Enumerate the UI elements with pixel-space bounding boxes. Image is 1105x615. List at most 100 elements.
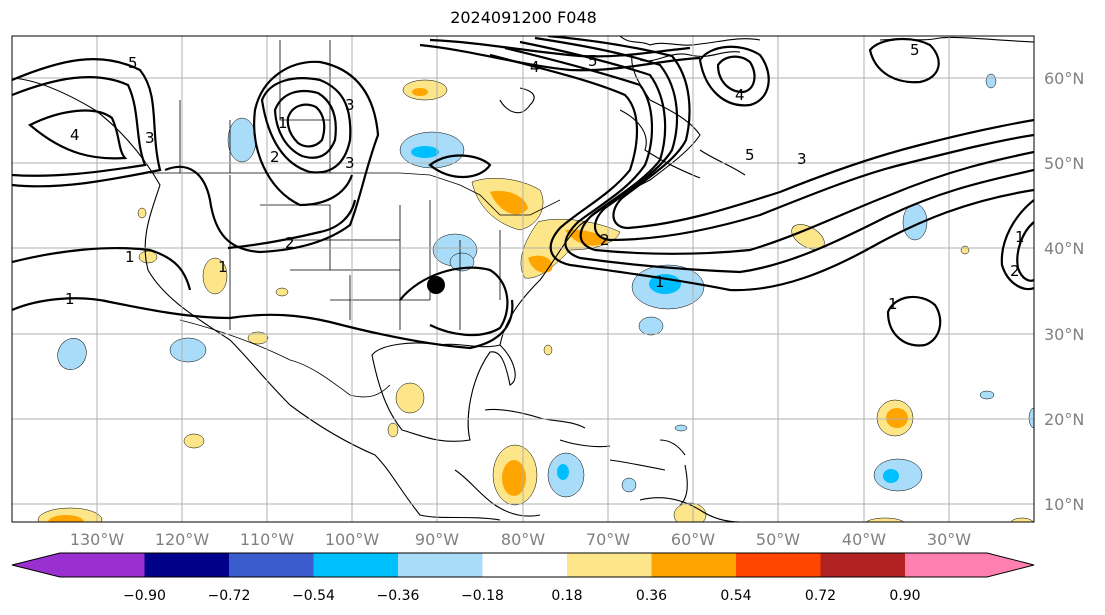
contour-label: 1: [125, 248, 135, 266]
lat-label: 50°N: [1044, 154, 1084, 173]
colorbar-segment: [229, 553, 314, 577]
lon-label: 120°W: [155, 530, 210, 549]
contour-line: [534, 36, 1034, 242]
colorbar-tick-label: 0.36: [636, 588, 667, 604]
shade-patch: [865, 517, 905, 522]
map-content: [12, 36, 1034, 522]
shade-patch: [985, 73, 997, 89]
colorbar-segment: [905, 553, 987, 577]
shade-patch: [57, 338, 87, 370]
shade-patch: [979, 390, 995, 400]
shade-patch: [621, 477, 637, 493]
central-america-coast: [454, 469, 541, 517]
colorbar-tick-label: 0.90: [889, 588, 920, 604]
shade-patch: [48, 515, 84, 522]
shade-patch: [502, 460, 526, 496]
lon-label: 40°W: [842, 530, 886, 549]
contour-line: [12, 76, 147, 177]
contour-line: [286, 103, 326, 148]
shade-patch: [883, 469, 899, 483]
south-america-coast: [639, 497, 741, 522]
us-mexico-border: [179, 319, 391, 398]
colorbar-outline: [11, 552, 1035, 578]
lon-label: 30°W: [927, 530, 971, 549]
contour-label: 5: [588, 52, 598, 70]
colorbar-tick-label: −0.18: [461, 588, 504, 604]
contour-label: 5: [910, 41, 920, 59]
shade-patch: [275, 287, 289, 297]
contour-label: 1: [218, 258, 228, 276]
contour-line: [547, 36, 1034, 230]
storm-center-marker: [427, 276, 445, 294]
shade-patch: [557, 464, 569, 480]
shade-patch: [183, 433, 205, 449]
contour-label: 4: [70, 126, 80, 144]
shade-patch: [886, 408, 908, 428]
coastlines: [12, 36, 1034, 522]
contour-line: [260, 77, 352, 174]
shade-patch: [960, 245, 970, 255]
contour-label: 4: [530, 58, 540, 76]
pacific-coast: [12, 77, 501, 521]
shade-patch: [138, 250, 158, 264]
colorbar-segment: [736, 553, 821, 577]
colorbar-tick-label: 0.18: [551, 588, 582, 604]
shade-patch: [543, 344, 553, 356]
political-borders: [150, 40, 561, 398]
contour-label: 3: [145, 129, 155, 147]
lat-label: 10°N: [1044, 495, 1084, 514]
contour-line: [164, 60, 380, 254]
contour-line: [1000, 199, 1034, 291]
shade-patch: [387, 422, 399, 438]
contour-label: 1: [65, 290, 75, 308]
shade-patch: [247, 331, 269, 345]
shade-patch: [412, 88, 428, 96]
shade-patch: [137, 207, 147, 219]
shade-patch: [490, 190, 528, 215]
latitude-labels: 60°N 50°N 40°N 30°N 20°N 10°N: [1044, 69, 1084, 514]
contour-line: [12, 58, 162, 188]
contour-label: 5: [128, 54, 138, 72]
contour-line: [868, 37, 940, 84]
lon-label: 110°W: [240, 530, 295, 549]
colorbar-segment: [313, 553, 398, 577]
contour-label: 4: [735, 86, 745, 104]
shade-patch: [565, 229, 608, 246]
contour-label: 3: [797, 150, 807, 168]
shade-patch: [1010, 517, 1034, 522]
hudson-bay-coast: [499, 87, 535, 114]
longitude-labels: 130°W 120°W 110°W 100°W 90°W 80°W 70°W 6…: [70, 530, 971, 549]
lon-label: 90°W: [415, 530, 459, 549]
colorbar-segment: [144, 553, 229, 577]
lon-label: 130°W: [70, 530, 125, 549]
lon-label: 50°W: [756, 530, 800, 549]
contour-line: [28, 109, 128, 160]
colorbar-segment: [398, 553, 483, 577]
contour-label: 1: [1015, 228, 1025, 246]
colorbar-segment: [820, 553, 905, 577]
contour-line: [489, 53, 1034, 292]
shade-patch: [638, 316, 664, 336]
state-borders: [229, 175, 501, 330]
contour-line: [273, 89, 337, 159]
colorbar-extend-low: [12, 553, 60, 577]
colorbar-extend-high: [987, 553, 1034, 577]
canada-province-borders: [179, 40, 331, 173]
contour-label: 1: [655, 273, 665, 291]
contour-label: 5: [745, 146, 755, 164]
shade-patch: [528, 255, 553, 273]
contour-label: 2: [270, 148, 280, 166]
contour-label: 2: [600, 231, 610, 249]
shade-patch: [1028, 407, 1034, 429]
contour-line: [399, 266, 509, 337]
colorbar: −0.90 −0.72 −0.54 −0.36 −0.18 0.18 0.36 …: [11, 552, 1035, 604]
contour-line: [12, 297, 514, 350]
contour-labels: 5 4 3 2 1 1 1 1 2 3 4 5 3 2 1 1 2 5 4 3 …: [65, 41, 1025, 313]
contour-line: [12, 246, 192, 291]
colorbar-tick-label: −0.54: [292, 588, 335, 604]
lon-label: 100°W: [325, 530, 380, 549]
colorbar-segment: [482, 553, 567, 577]
lat-label: 60°N: [1044, 69, 1084, 88]
contour-line: [227, 199, 357, 250]
colorbar-segment: [567, 553, 652, 577]
